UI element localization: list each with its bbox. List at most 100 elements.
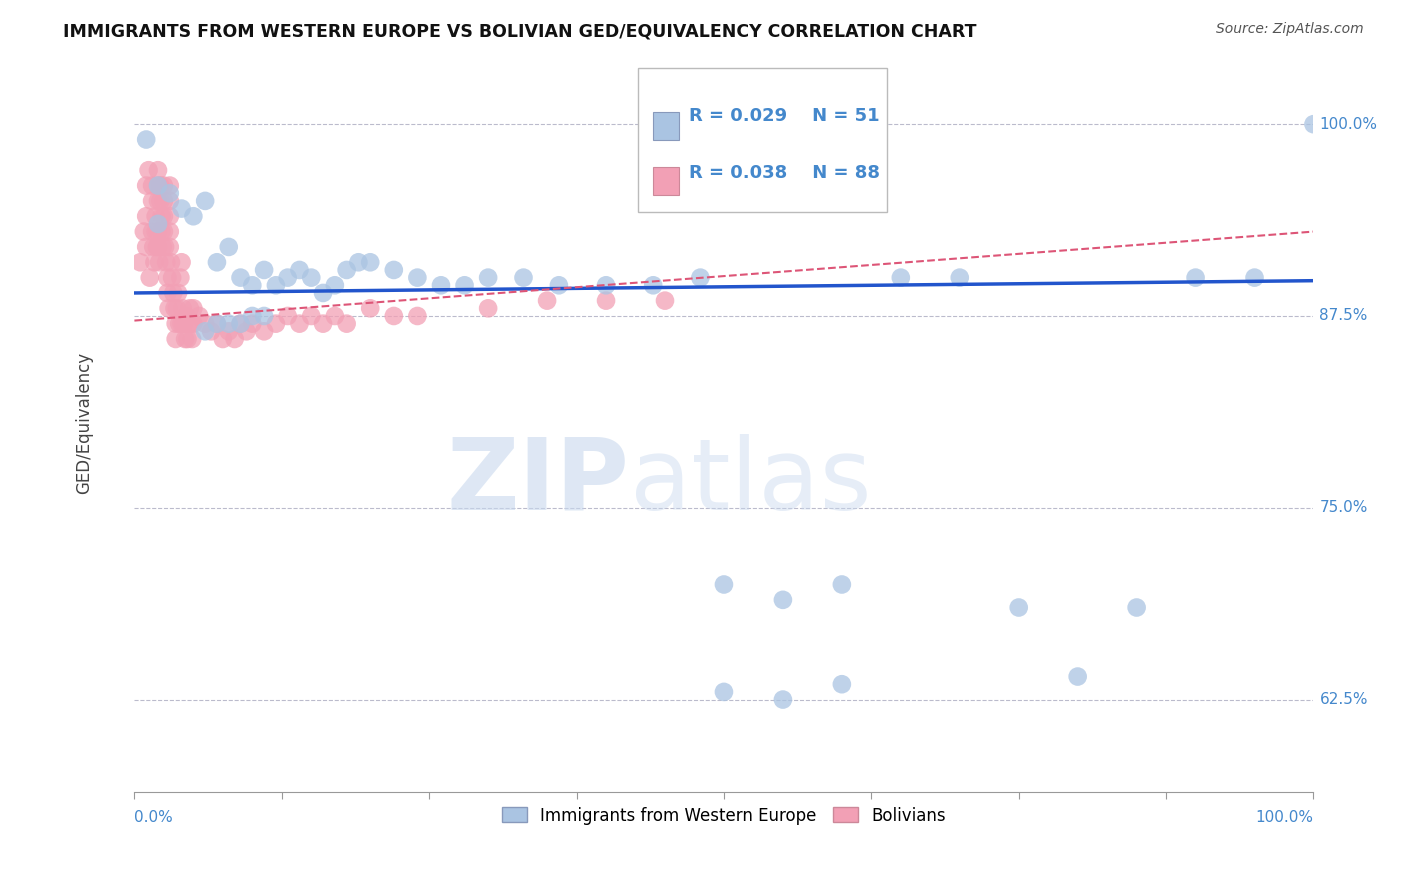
Point <box>772 692 794 706</box>
Point <box>218 317 240 331</box>
Text: R = 0.029    N = 51: R = 0.029 N = 51 <box>689 106 879 125</box>
Point <box>211 332 233 346</box>
Point <box>138 270 160 285</box>
Point <box>253 309 276 323</box>
Text: 87.5%: 87.5% <box>1319 309 1368 324</box>
Point <box>146 178 169 193</box>
Point <box>240 309 263 323</box>
Point <box>229 270 252 285</box>
Point <box>312 285 335 300</box>
Point <box>135 209 157 223</box>
Point <box>643 278 665 293</box>
Point <box>336 317 359 331</box>
Point <box>157 301 180 316</box>
Point <box>689 270 711 285</box>
Point <box>146 240 169 254</box>
Point <box>156 270 179 285</box>
Text: 100.0%: 100.0% <box>1256 810 1313 825</box>
Point <box>205 317 228 331</box>
Point <box>160 270 183 285</box>
Point <box>141 178 163 193</box>
Point <box>170 317 193 331</box>
Text: IMMIGRANTS FROM WESTERN EUROPE VS BOLIVIAN GED/EQUIVALENCY CORRELATION CHART: IMMIGRANTS FROM WESTERN EUROPE VS BOLIVI… <box>63 22 977 40</box>
Point <box>949 270 972 285</box>
Point <box>142 240 165 254</box>
Point <box>155 255 177 269</box>
Point <box>162 285 184 300</box>
Point <box>264 278 287 293</box>
Text: 100.0%: 100.0% <box>1319 117 1378 132</box>
Point <box>135 132 157 146</box>
Point <box>595 293 617 308</box>
Point <box>477 270 499 285</box>
Point <box>406 309 429 323</box>
Point <box>145 209 167 223</box>
Point <box>713 577 735 591</box>
Point <box>205 317 228 331</box>
Point <box>166 301 188 316</box>
Legend: Immigrants from Western Europe, Bolivians: Immigrants from Western Europe, Bolivian… <box>495 800 953 831</box>
Point <box>153 225 176 239</box>
Point <box>146 178 169 193</box>
Point <box>1066 669 1088 683</box>
Point <box>654 293 676 308</box>
Point <box>430 278 453 293</box>
Point <box>148 255 170 269</box>
Point <box>173 317 195 331</box>
Point <box>772 592 794 607</box>
Point <box>152 240 174 254</box>
Point <box>159 240 181 254</box>
Point <box>512 270 534 285</box>
FancyBboxPatch shape <box>638 68 887 212</box>
Point <box>141 225 163 239</box>
Point <box>547 278 569 293</box>
Point <box>153 178 176 193</box>
Point <box>167 285 190 300</box>
Point <box>1243 270 1265 285</box>
Point <box>229 317 252 331</box>
FancyBboxPatch shape <box>654 167 679 195</box>
Point <box>165 332 187 346</box>
Point <box>453 278 475 293</box>
Point <box>138 163 160 178</box>
Point <box>135 240 157 254</box>
Point <box>150 209 173 223</box>
Point <box>159 186 181 201</box>
Point <box>264 317 287 331</box>
Point <box>288 317 311 331</box>
Point <box>536 293 558 308</box>
Point <box>229 317 252 331</box>
Point <box>336 263 359 277</box>
Point <box>174 309 197 323</box>
Point <box>382 309 405 323</box>
Point <box>149 194 172 208</box>
Point <box>240 317 263 331</box>
Point <box>323 309 346 323</box>
Point <box>359 255 381 269</box>
Point <box>188 309 211 323</box>
Point <box>159 194 181 208</box>
Point <box>176 332 198 346</box>
Point <box>153 240 176 254</box>
Point <box>170 255 193 269</box>
Point <box>132 225 155 239</box>
Text: atlas: atlas <box>630 434 872 531</box>
Point <box>146 163 169 178</box>
Point <box>312 317 335 331</box>
Point <box>146 217 169 231</box>
Point <box>595 278 617 293</box>
Point <box>1125 600 1147 615</box>
Point <box>277 270 299 285</box>
Point <box>713 685 735 699</box>
Point <box>253 263 276 277</box>
Text: R = 0.038    N = 88: R = 0.038 N = 88 <box>689 164 880 182</box>
Point <box>183 301 205 316</box>
Point <box>200 324 222 338</box>
Point <box>477 301 499 316</box>
Point <box>347 255 370 269</box>
Point <box>359 301 381 316</box>
Point <box>153 209 176 223</box>
Point <box>218 240 240 254</box>
Point <box>165 317 187 331</box>
Point <box>1184 270 1206 285</box>
